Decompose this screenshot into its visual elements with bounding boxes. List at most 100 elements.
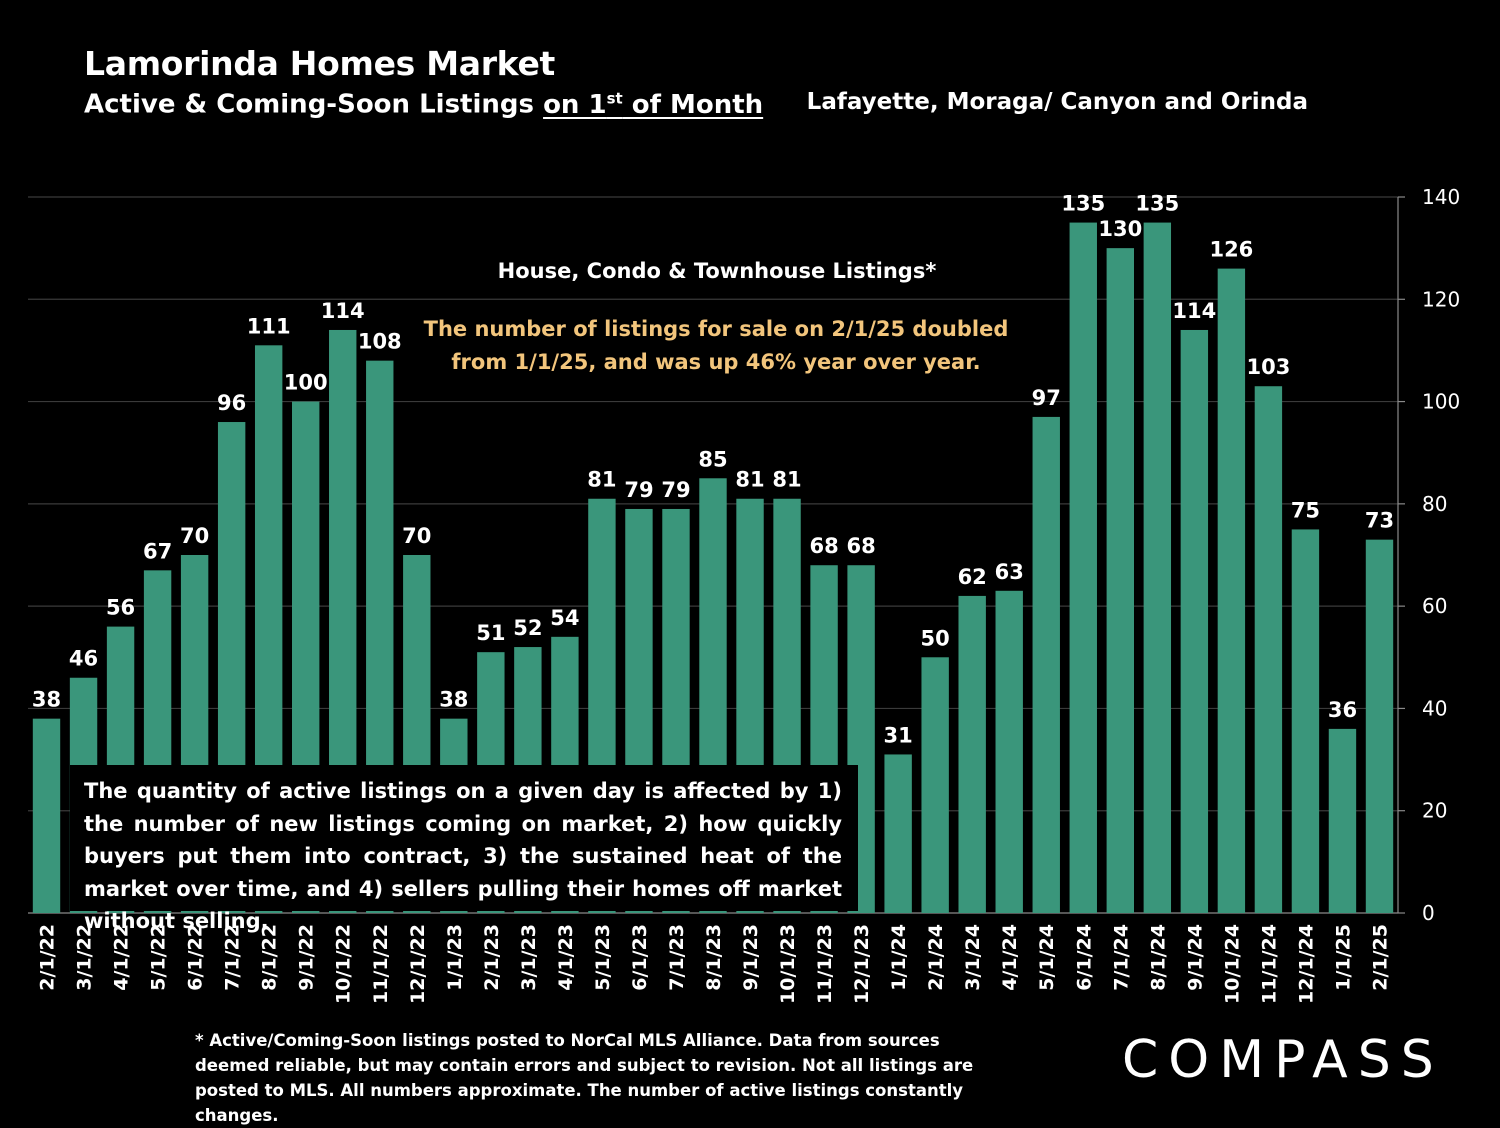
data-label: 68 [809, 534, 838, 558]
bar [995, 590, 1023, 913]
x-tick-label: 8/1/23 [703, 924, 725, 991]
x-tick-label: 9/1/24 [1184, 924, 1206, 991]
data-label: 126 [1209, 238, 1253, 262]
data-label: 73 [1365, 509, 1394, 533]
x-tick-label: 6/1/23 [629, 924, 651, 991]
subtitle-superscript: st [606, 89, 623, 107]
y-tick-label: 140 [1422, 185, 1460, 209]
y-axis-labels: 0 20 40 60 80 100 120 140 [1422, 185, 1460, 925]
x-tick-label: 12/1/22 [407, 924, 429, 1004]
data-label: 85 [698, 447, 727, 471]
footnote: * Active/Coming-Soon listings posted to … [195, 1031, 974, 1125]
bar [921, 657, 949, 913]
x-tick-label: 9/1/23 [740, 924, 762, 991]
x-tick-label: 12/1/23 [851, 924, 873, 1004]
y-tick-label: 120 [1422, 287, 1460, 311]
explanation-note: The quantity of active listings on a giv… [70, 765, 858, 933]
x-tick-label: 7/1/22 [222, 924, 244, 991]
y-tick-label: 80 [1422, 492, 1447, 516]
data-label: 108 [358, 330, 402, 354]
x-tick-label: 2/1/25 [1369, 924, 1391, 991]
x-tick-label: 8/1/24 [1147, 924, 1169, 991]
bar [1365, 539, 1394, 913]
data-label: 96 [217, 391, 246, 415]
data-label: 135 [1135, 192, 1179, 216]
subtitle-underlined: on 1st of Month [543, 89, 764, 120]
data-label: 38 [32, 688, 61, 712]
bar [1069, 222, 1097, 914]
data-label: 67 [143, 539, 172, 563]
data-label: 135 [1061, 192, 1105, 216]
bar [1106, 248, 1134, 914]
x-tick-label: 5/1/23 [592, 924, 614, 991]
region-label: Lafayette, Moraga/ Canyon and Orinda [806, 89, 1308, 115]
x-tick-label: 2/1/22 [37, 924, 59, 991]
x-tick-label: 4/1/23 [555, 924, 577, 991]
bar [1180, 329, 1209, 913]
bar [958, 595, 986, 913]
y-tick-label: 40 [1422, 696, 1447, 720]
data-label: 97 [1032, 386, 1061, 410]
data-label: 75 [1291, 498, 1320, 522]
bar [32, 718, 61, 913]
x-tick-label: 8/1/22 [259, 924, 281, 991]
data-label: 50 [921, 626, 950, 650]
x-tick-label: 6/1/24 [1073, 924, 1095, 991]
data-label: 62 [958, 565, 987, 589]
subtitle-prefix: Active & Coming-Soon Listings [84, 89, 544, 120]
bar [1254, 386, 1283, 913]
data-label: 70 [402, 524, 431, 548]
y-tick-label: 60 [1422, 594, 1447, 618]
bar [884, 754, 912, 913]
data-label: 46 [69, 647, 98, 671]
x-tick-label: 11/1/23 [814, 924, 836, 1004]
x-tick-label: 7/1/23 [666, 924, 688, 991]
data-label: 56 [106, 596, 135, 620]
data-label: 111 [247, 314, 291, 338]
x-tick-label: 6/1/22 [185, 924, 207, 991]
data-label: 81 [772, 468, 801, 492]
x-tick-label: 1/1/23 [444, 924, 466, 991]
highlight-line-1: The number of listings for sale on 2/1/2… [424, 317, 1009, 341]
data-label: 36 [1328, 698, 1357, 722]
data-label: 114 [1172, 299, 1216, 323]
data-label: 70 [180, 524, 209, 548]
data-label: 63 [995, 560, 1024, 584]
x-tick-label: 1/1/24 [888, 924, 910, 991]
x-tick-label: 11/1/24 [1258, 924, 1280, 1004]
y-tick-label: 20 [1422, 799, 1447, 823]
x-tick-label: 1/1/25 [1332, 924, 1354, 991]
compass-logo: COMPASS [1122, 1030, 1444, 1090]
y-tick-label: 0 [1422, 901, 1435, 925]
data-label: 114 [321, 299, 365, 323]
x-tick-label: 3/1/23 [518, 924, 540, 991]
y-tick-label: 100 [1422, 390, 1460, 414]
chart-subtitle: Active & Coming-Soon Listings on 1st of … [84, 89, 763, 120]
data-label: 103 [1246, 355, 1290, 379]
data-label: 38 [439, 688, 468, 712]
data-label: 52 [513, 616, 542, 640]
bar [1328, 728, 1357, 913]
subtitle-suffix: of Month [622, 89, 764, 120]
x-tick-label: 2/1/24 [925, 924, 947, 991]
x-tick-label: 10/1/23 [777, 924, 799, 1004]
data-label: 81 [587, 468, 616, 492]
x-tick-label: 10/1/22 [333, 924, 355, 1004]
bar [1143, 222, 1172, 914]
x-tick-label: 5/1/24 [1036, 924, 1058, 991]
x-tick-label: 3/1/24 [962, 924, 984, 991]
x-tick-label: 4/1/22 [111, 924, 133, 991]
data-label: 54 [550, 606, 579, 630]
series-label: House, Condo & Townhouse Listings* [498, 259, 937, 283]
x-axis-labels: 2/1/22 3/1/22 4/1/22 5/1/22 6/1/22 7/1/22 8/1/… [37, 924, 1392, 1004]
x-tick-label: 3/1/22 [74, 924, 96, 991]
data-label: 68 [846, 534, 875, 558]
x-tick-label: 11/1/22 [370, 924, 392, 1004]
data-label: 130 [1098, 217, 1142, 241]
x-tick-label: 9/1/22 [296, 924, 318, 991]
data-labels: 38 46 56 67 70 96 111 100 114 108 70 38 51 52 54 81 79 79… [32, 192, 1394, 748]
x-tick-label: 2/1/23 [481, 924, 503, 991]
x-tick-label: 4/1/24 [999, 924, 1021, 991]
data-label: 100 [284, 371, 328, 395]
